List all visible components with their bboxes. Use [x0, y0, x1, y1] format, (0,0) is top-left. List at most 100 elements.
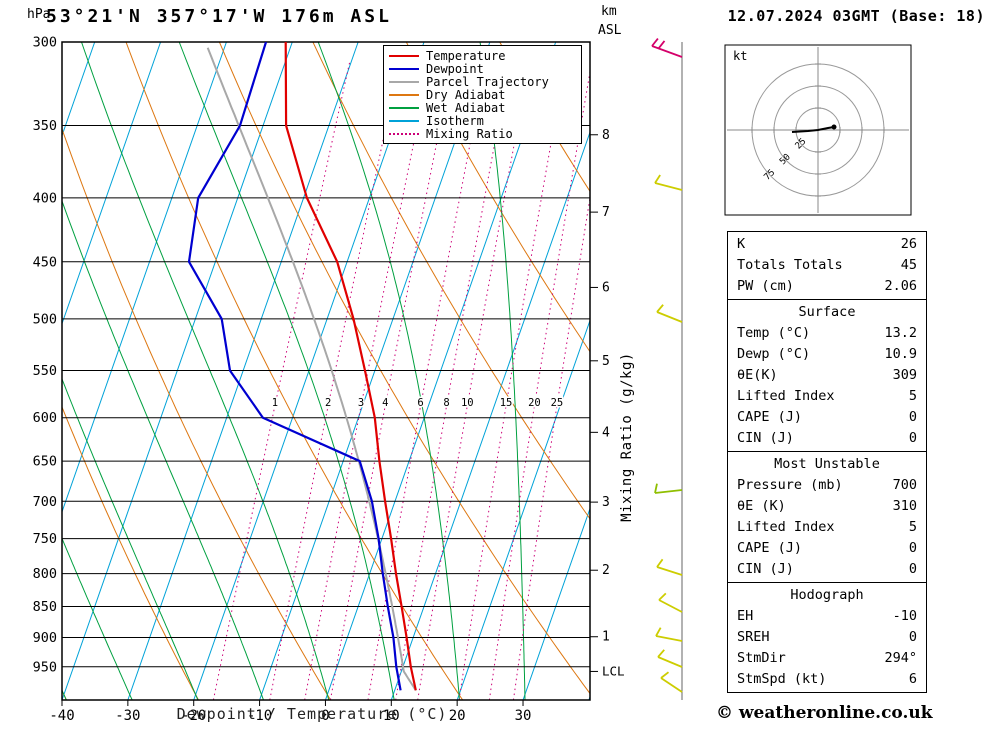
- wind-barb: [651, 38, 683, 58]
- stats-box: Hodograph EH -10 SREH 0 StmDir 294° StmSpd (kt)…: [727, 582, 927, 693]
- metric-row: θE(K) 309: [728, 365, 926, 386]
- pressure-tick-label: 800: [33, 566, 57, 582]
- mixing-ratio-label: 6: [417, 397, 423, 409]
- metric-value: 309: [892, 367, 917, 383]
- metric-label: θE(K): [737, 367, 778, 383]
- metric-row: CIN (J) 0: [728, 428, 926, 449]
- mixing-ratio-label: 15: [500, 397, 513, 409]
- mixing-ratio-axis-label: Mixing Ratio (g/kg): [619, 352, 635, 522]
- metric-label: CIN (J): [737, 561, 794, 577]
- stats-box: Surface Temp (°C) 13.2 Dewp (°C) 10.9 θE(K) 30…: [727, 299, 927, 452]
- metric-value: 6: [908, 671, 917, 687]
- legend-item: Parcel Trajectory: [389, 75, 576, 88]
- indices-panels: K 26 Totals Totals 45 PW (cm) 2.06 Surface Temp…: [727, 231, 927, 693]
- legend-label: Temperature: [426, 48, 506, 63]
- pressure-tick-label: 950: [33, 659, 57, 675]
- legend-item: Dry Adiabat: [389, 88, 576, 101]
- metric-row: EH -10: [728, 606, 926, 627]
- metric-row: CIN (J) 0: [728, 559, 926, 580]
- metric-label: Pressure (mb): [737, 477, 843, 493]
- parcel-trajectory-curve: [206, 47, 417, 691]
- km-tick-label: 3: [602, 495, 610, 510]
- wind-barb: [660, 671, 683, 693]
- metric-row: θE (K) 310: [728, 496, 926, 517]
- dry-adiabat-line: [312, 42, 590, 520]
- temperature-curve: [284, 42, 417, 691]
- metric-label: K: [737, 236, 746, 252]
- wet-adiabat-line: [62, 537, 133, 700]
- temp-tick-label: -40: [49, 708, 74, 724]
- mixing-ratio-label: 10: [461, 397, 474, 409]
- metric-label: Lifted Index: [737, 388, 835, 404]
- metric-label: SREH: [737, 629, 770, 645]
- metric-label: StmDir: [737, 650, 786, 666]
- stats-box: Most Unstable Pressure (mb) 700 θE (K) 310 Li…: [727, 451, 927, 583]
- plot-border: [61, 41, 591, 701]
- metric-label: CAPE (J): [737, 409, 803, 425]
- wet-adiabat-line: [317, 42, 460, 700]
- km-tick-label: 5: [602, 354, 610, 369]
- metric-value: 0: [908, 629, 917, 645]
- metric-row: Pressure (mb) 700: [728, 475, 926, 496]
- mixing-ratio-label: 25: [551, 397, 564, 409]
- temp-tick-label: -10: [247, 708, 272, 724]
- metric-value: 0: [908, 540, 917, 556]
- metric-row: PW (cm) 2.06: [728, 276, 926, 297]
- km-tick-label: 1: [602, 630, 610, 645]
- isotherm-line: [0, 42, 29, 700]
- metric-value: 700: [892, 477, 917, 493]
- pressure-tick-label: 900: [33, 630, 57, 646]
- pressure-tick-label: 600: [33, 410, 57, 426]
- mixing-ratio-label: 8: [443, 397, 449, 409]
- metric-label: Dewp (°C): [737, 346, 811, 362]
- copyright: © weatheronline.co.uk: [716, 703, 933, 723]
- stats-box-title: Surface: [798, 304, 856, 320]
- metric-value: 294°: [884, 650, 917, 666]
- x-axis-label: Dewpoint / Temperature (°C): [176, 705, 448, 723]
- metric-label: EH: [737, 608, 754, 624]
- km-tick-label: 6: [602, 280, 610, 295]
- wet-adiabat-line: [62, 199, 264, 700]
- legend-swatch: [389, 80, 419, 83]
- legend-label: Dry Adiabat: [426, 87, 506, 102]
- metric-row: Lifted Index 5: [728, 517, 926, 538]
- legend-swatch: [389, 93, 419, 96]
- metric-value: 26: [900, 236, 917, 252]
- metric-label: θE (K): [737, 498, 786, 514]
- wet-adiabat-line: [81, 42, 330, 700]
- metric-value: 0: [908, 561, 917, 577]
- station-title: 53°21'N 357°17'W 176m ASL: [46, 6, 392, 27]
- temp-tick-label: 10: [383, 708, 400, 724]
- legend-label: Mixing Ratio: [426, 126, 513, 141]
- pressure-tick-label: 850: [33, 599, 57, 615]
- height-axis-unit: km: [601, 4, 617, 19]
- dry-adiabat-line: [405, 42, 590, 353]
- pressure-tick-label: 650: [33, 454, 57, 470]
- hodograph-trace: [791, 126, 835, 133]
- metric-row: K 26: [728, 234, 926, 255]
- metric-label: CIN (J): [737, 430, 794, 446]
- pressure-tick-label: 450: [33, 254, 57, 270]
- metric-value: 0: [908, 430, 917, 446]
- metric-row: SREH 0: [728, 627, 926, 648]
- wind-barb: [655, 627, 683, 642]
- metric-label: CAPE (J): [737, 540, 803, 556]
- legend-label: Parcel Trajectory: [426, 74, 549, 89]
- mixing-ratio-label: 2: [325, 397, 331, 409]
- pressure-tick-label: 500: [33, 311, 57, 327]
- mixing-ratio-line: [329, 59, 454, 700]
- stats-box-title: Most Unstable: [774, 456, 880, 472]
- wind-barb: [656, 558, 683, 576]
- legend-item: Wet Adiabat: [389, 101, 576, 114]
- isotherm-line: [522, 507, 590, 700]
- legend-swatch: [389, 132, 419, 135]
- metric-row: Totals Totals 45: [728, 255, 926, 276]
- metric-label: Lifted Index: [737, 519, 835, 535]
- legend-item: Dewpoint: [389, 62, 576, 75]
- pressure-tick-label: 400: [33, 190, 57, 206]
- hodograph-unit-label: kt: [733, 49, 747, 63]
- wet-adiabat-line: [178, 42, 395, 700]
- km-tick-label: 7: [602, 205, 610, 220]
